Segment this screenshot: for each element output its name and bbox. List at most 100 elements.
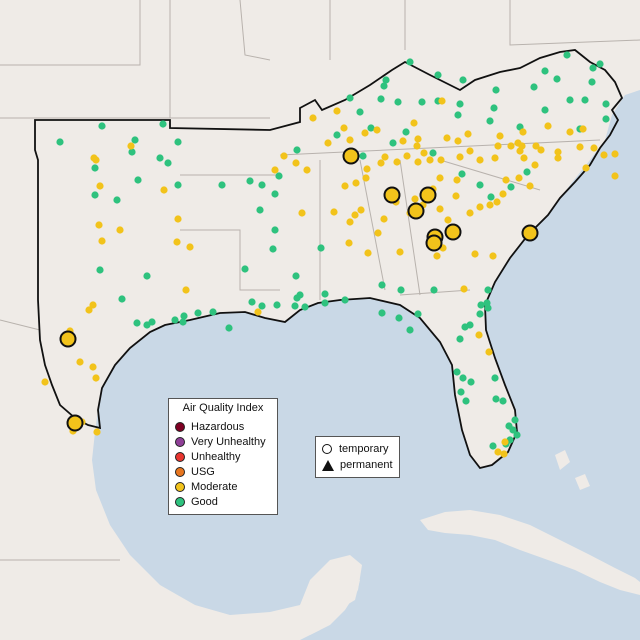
moderate-station-marker[interactable] xyxy=(475,331,483,339)
moderate-station-marker[interactable] xyxy=(433,252,441,260)
good-station-marker[interactable] xyxy=(541,106,549,114)
moderate-station-marker[interactable] xyxy=(456,153,464,161)
moderate-station-marker[interactable] xyxy=(460,285,468,293)
good-station-marker[interactable] xyxy=(513,431,521,439)
moderate-station-marker[interactable] xyxy=(333,107,341,115)
moderate-station-marker[interactable] xyxy=(485,348,493,356)
moderate-station-marker[interactable] xyxy=(340,124,348,132)
good-station-marker[interactable] xyxy=(476,181,484,189)
moderate-station-marker[interactable] xyxy=(500,450,508,458)
good-station-marker[interactable] xyxy=(118,295,126,303)
temporary-monitor-marker[interactable] xyxy=(521,224,539,242)
moderate-station-marker[interactable] xyxy=(303,166,311,174)
moderate-station-marker[interactable] xyxy=(351,211,359,219)
good-station-marker[interactable] xyxy=(271,190,279,198)
temporary-monitor-marker[interactable] xyxy=(425,234,443,252)
moderate-station-marker[interactable] xyxy=(576,143,584,151)
moderate-station-marker[interactable] xyxy=(381,153,389,161)
moderate-station-marker[interactable] xyxy=(341,182,349,190)
good-station-marker[interactable] xyxy=(596,60,604,68)
moderate-station-marker[interactable] xyxy=(396,248,404,256)
temporary-monitor-marker[interactable] xyxy=(342,147,360,165)
good-station-marker[interactable] xyxy=(179,318,187,326)
good-station-marker[interactable] xyxy=(453,368,461,376)
moderate-station-marker[interactable] xyxy=(85,306,93,314)
moderate-station-marker[interactable] xyxy=(531,161,539,169)
moderate-station-marker[interactable] xyxy=(280,152,288,160)
good-station-marker[interactable] xyxy=(273,301,281,309)
moderate-station-marker[interactable] xyxy=(324,139,332,147)
moderate-station-marker[interactable] xyxy=(590,144,598,152)
good-station-marker[interactable] xyxy=(489,442,497,450)
good-station-marker[interactable] xyxy=(511,416,519,424)
moderate-station-marker[interactable] xyxy=(309,114,317,122)
moderate-station-marker[interactable] xyxy=(554,154,562,162)
good-station-marker[interactable] xyxy=(275,172,283,180)
moderate-station-marker[interactable] xyxy=(160,186,168,194)
moderate-station-marker[interactable] xyxy=(443,134,451,142)
moderate-station-marker[interactable] xyxy=(501,438,509,446)
good-station-marker[interactable] xyxy=(91,191,99,199)
moderate-station-marker[interactable] xyxy=(90,154,98,162)
moderate-station-marker[interactable] xyxy=(520,154,528,162)
moderate-station-marker[interactable] xyxy=(494,142,502,150)
moderate-station-marker[interactable] xyxy=(499,190,507,198)
moderate-station-marker[interactable] xyxy=(357,206,365,214)
good-station-marker[interactable] xyxy=(406,58,414,66)
good-station-marker[interactable] xyxy=(378,281,386,289)
moderate-station-marker[interactable] xyxy=(452,192,460,200)
moderate-station-marker[interactable] xyxy=(95,221,103,229)
good-station-marker[interactable] xyxy=(430,286,438,294)
moderate-station-marker[interactable] xyxy=(92,374,100,382)
moderate-station-marker[interactable] xyxy=(566,128,574,136)
moderate-station-marker[interactable] xyxy=(476,203,484,211)
moderate-station-marker[interactable] xyxy=(437,156,445,164)
good-station-marker[interactable] xyxy=(174,138,182,146)
good-station-marker[interactable] xyxy=(356,108,364,116)
moderate-station-marker[interactable] xyxy=(298,209,306,217)
moderate-station-marker[interactable] xyxy=(532,142,540,150)
temporary-monitor-marker[interactable] xyxy=(419,186,437,204)
good-station-marker[interactable] xyxy=(477,301,485,309)
good-station-marker[interactable] xyxy=(418,98,426,106)
moderate-station-marker[interactable] xyxy=(493,198,501,206)
good-station-marker[interactable] xyxy=(434,71,442,79)
moderate-station-marker[interactable] xyxy=(519,128,527,136)
temporary-monitor-marker[interactable] xyxy=(66,414,84,432)
good-station-marker[interactable] xyxy=(454,111,462,119)
good-station-marker[interactable] xyxy=(589,64,597,72)
good-station-marker[interactable] xyxy=(271,226,279,234)
moderate-station-marker[interactable] xyxy=(486,201,494,209)
good-station-marker[interactable] xyxy=(459,76,467,84)
good-station-marker[interactable] xyxy=(602,100,610,108)
good-station-marker[interactable] xyxy=(394,98,402,106)
moderate-station-marker[interactable] xyxy=(93,428,101,436)
moderate-station-marker[interactable] xyxy=(345,239,353,247)
moderate-station-marker[interactable] xyxy=(426,156,434,164)
good-station-marker[interactable] xyxy=(507,183,515,191)
good-station-marker[interactable] xyxy=(467,378,475,386)
good-station-marker[interactable] xyxy=(492,395,500,403)
good-station-marker[interactable] xyxy=(246,177,254,185)
moderate-station-marker[interactable] xyxy=(364,249,372,257)
temporary-monitor-marker[interactable] xyxy=(444,223,462,241)
good-station-marker[interactable] xyxy=(487,193,495,201)
moderate-station-marker[interactable] xyxy=(438,97,446,105)
good-station-marker[interactable] xyxy=(258,302,266,310)
moderate-station-marker[interactable] xyxy=(352,179,360,187)
good-station-marker[interactable] xyxy=(397,286,405,294)
moderate-station-marker[interactable] xyxy=(466,147,474,155)
moderate-station-marker[interactable] xyxy=(544,122,552,130)
good-station-marker[interactable] xyxy=(241,265,249,273)
good-station-marker[interactable] xyxy=(566,96,574,104)
moderate-station-marker[interactable] xyxy=(579,125,587,133)
moderate-station-marker[interactable] xyxy=(41,378,49,386)
good-station-marker[interactable] xyxy=(194,309,202,317)
moderate-station-marker[interactable] xyxy=(466,209,474,217)
moderate-station-marker[interactable] xyxy=(491,154,499,162)
good-station-marker[interactable] xyxy=(367,124,375,132)
good-station-marker[interactable] xyxy=(56,138,64,146)
good-station-marker[interactable] xyxy=(91,164,99,172)
moderate-station-marker[interactable] xyxy=(507,142,515,150)
